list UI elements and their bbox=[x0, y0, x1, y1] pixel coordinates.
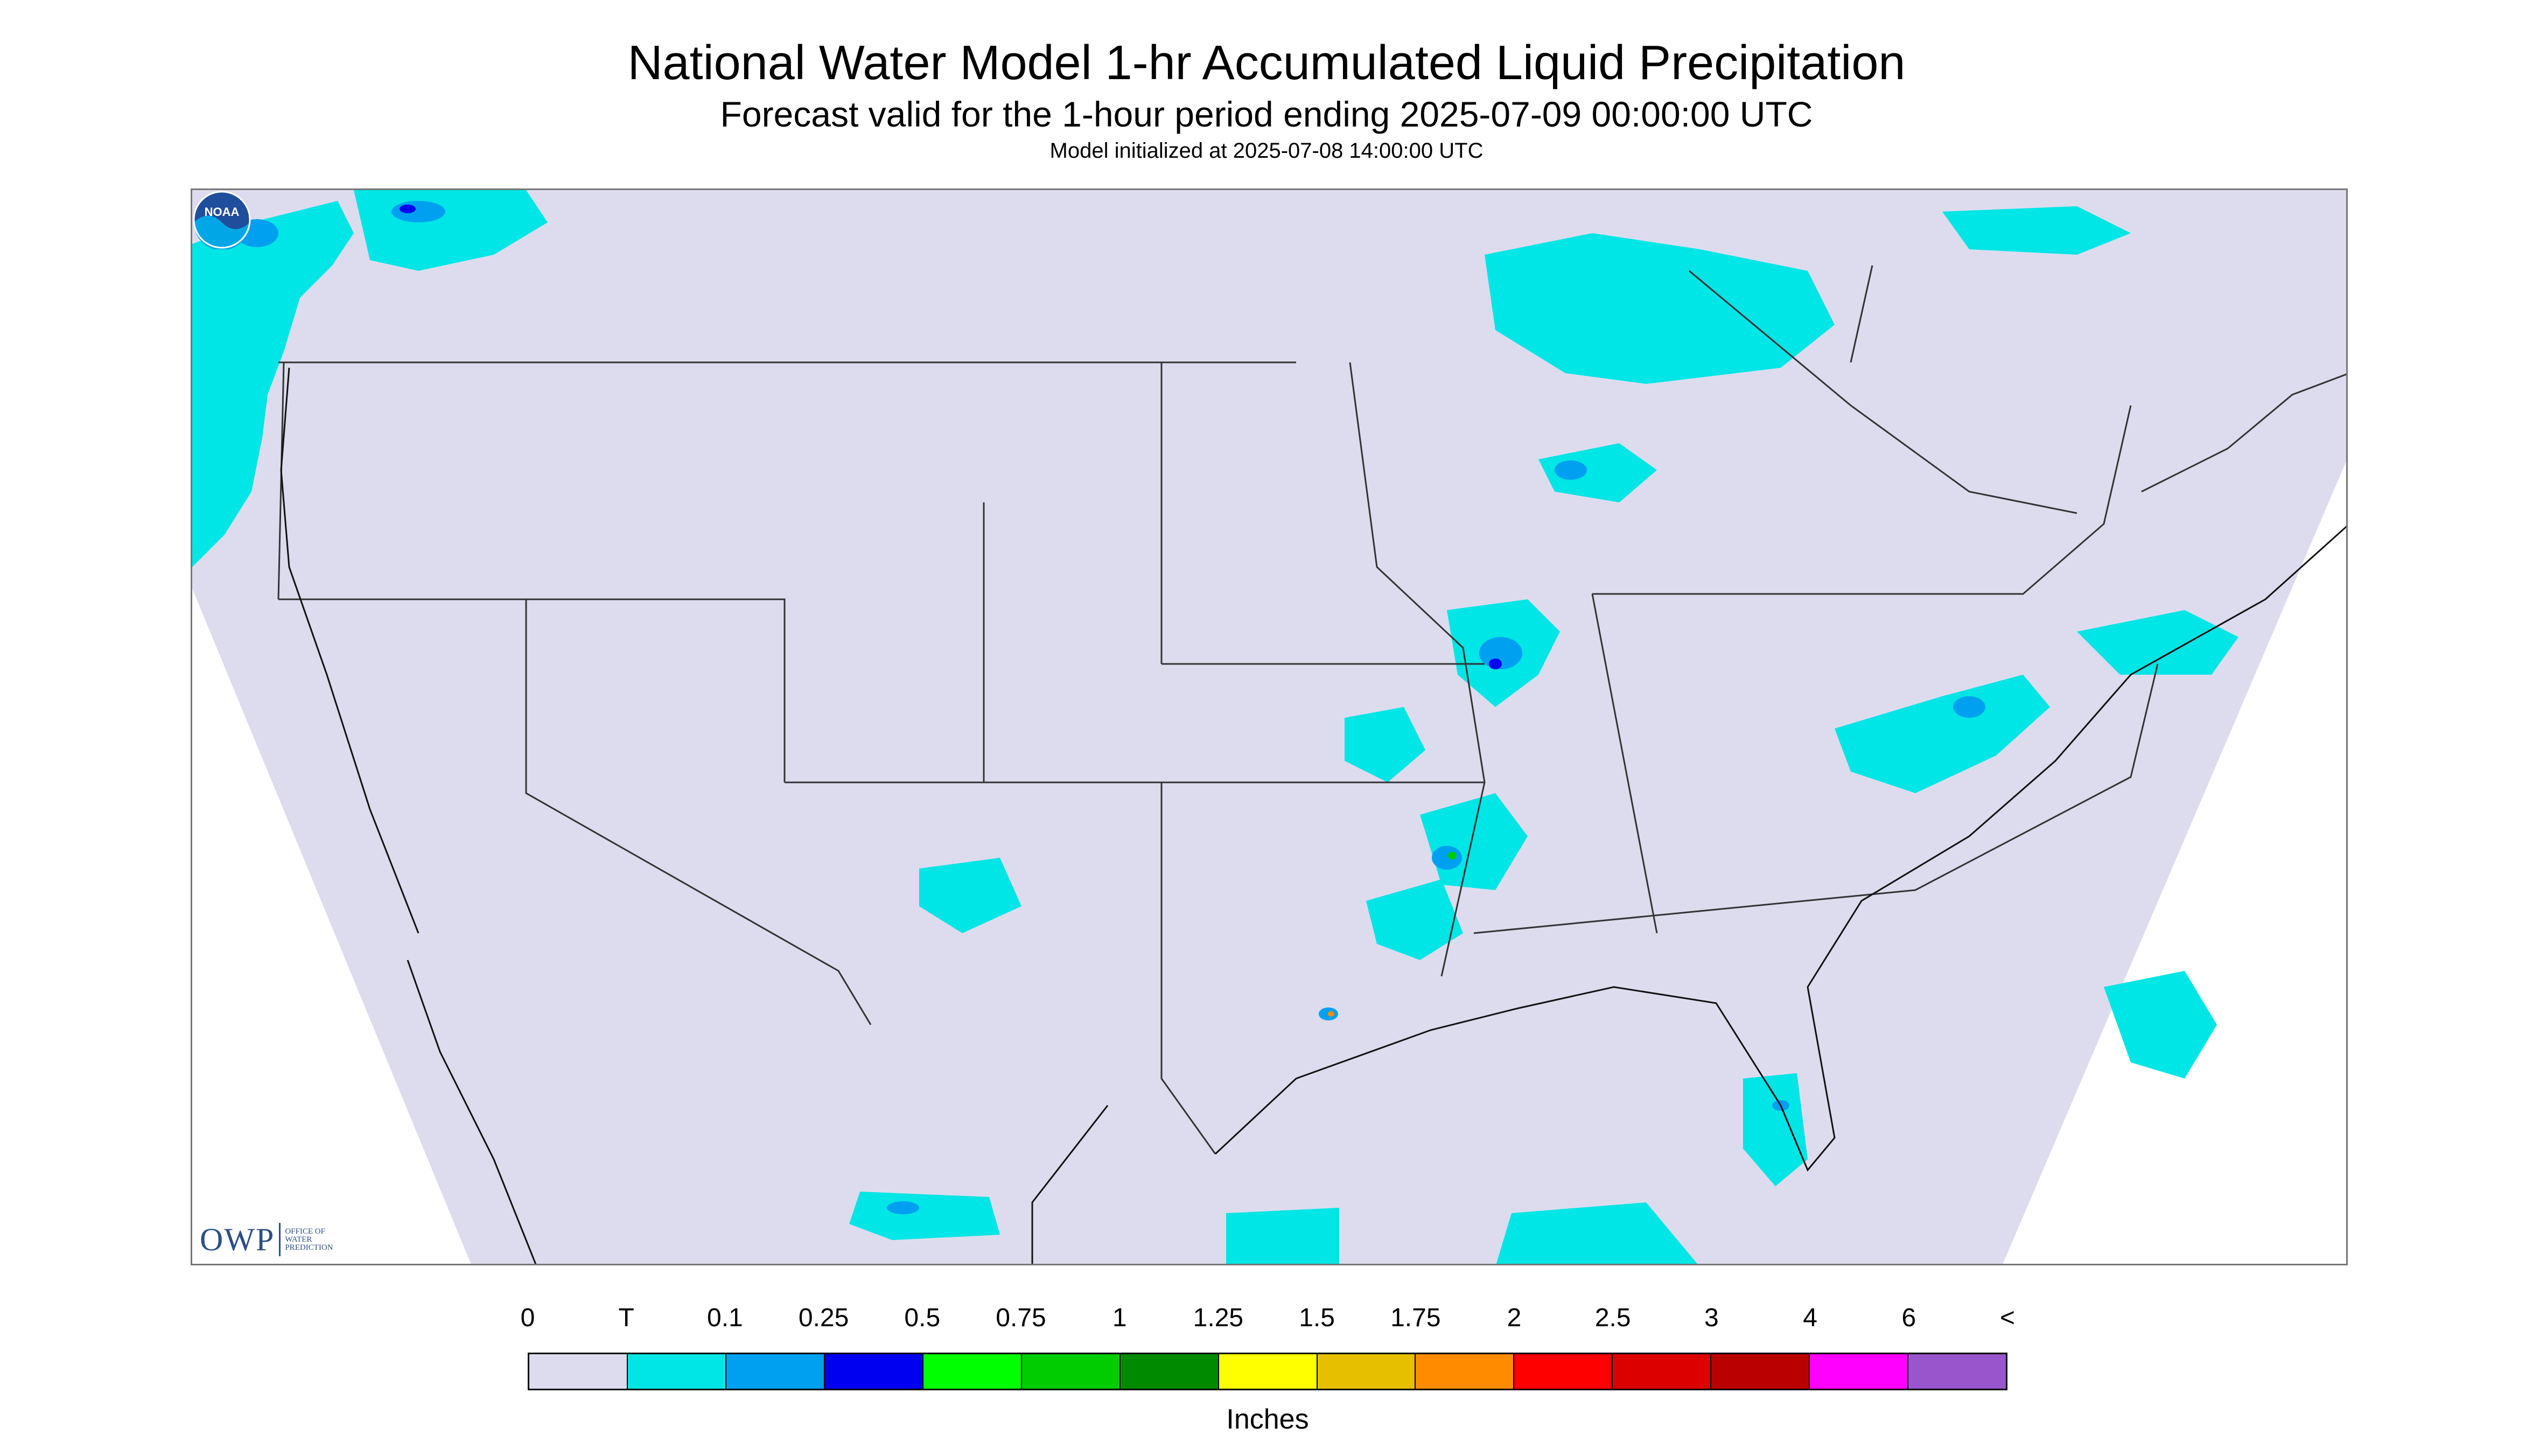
legend-swatch bbox=[1219, 1354, 1318, 1389]
legend-swatch bbox=[1711, 1354, 1810, 1389]
legend-swatch bbox=[923, 1354, 1022, 1389]
owp-logo-line: OFFICE OF bbox=[285, 1227, 325, 1236]
precip-trace-areas bbox=[192, 190, 2238, 1264]
legend-swatch bbox=[824, 1354, 923, 1389]
legend-tick-label: 1.25 bbox=[1193, 1304, 1244, 1332]
coastlines bbox=[280, 367, 2346, 1264]
owp-logo-divider bbox=[279, 1223, 281, 1256]
precip-heavier-cores bbox=[235, 201, 1985, 1214]
legend-color-bar bbox=[528, 1353, 2007, 1390]
legend-swatch bbox=[1416, 1354, 1515, 1389]
precipitation-map: OWP OFFICE OF WATER PREDICTION NOAA bbox=[191, 188, 2348, 1265]
map-title: National Water Model 1-hr Accumulated Li… bbox=[627, 36, 1906, 90]
legend-tick-label: 1.5 bbox=[1299, 1304, 1335, 1332]
legend-tick-label: 2.5 bbox=[1594, 1304, 1631, 1332]
legend-swatch bbox=[627, 1354, 726, 1389]
forecast-valid-subtitle: Forecast valid for the 1-hour period end… bbox=[720, 94, 1813, 134]
noaa-logo-text: NOAA bbox=[205, 205, 240, 219]
owp-logo-fullname: OFFICE OF WATER PREDICTION bbox=[285, 1227, 333, 1252]
owp-logo-text: OWP bbox=[200, 1221, 275, 1257]
state-country-boundaries bbox=[277, 265, 2346, 1154]
owp-logo-line: PREDICTION bbox=[285, 1243, 333, 1252]
legend-tick-label: 2 bbox=[1507, 1304, 1522, 1332]
owp-logo: OWP OFFICE OF WATER PREDICTION bbox=[200, 1221, 333, 1258]
legend-tick-label: 6 bbox=[1901, 1304, 1916, 1332]
legend-tick-label: < bbox=[1999, 1304, 2016, 1332]
legend-swatch bbox=[726, 1354, 825, 1389]
legend-swatch bbox=[1317, 1354, 1416, 1389]
legend-tick-label: 4 bbox=[1803, 1304, 1817, 1332]
legend-tick-label: 1 bbox=[1112, 1304, 1127, 1332]
legend-tick-label: 0 bbox=[520, 1304, 535, 1332]
outside-domain-right bbox=[2003, 461, 2346, 1264]
legend-swatch bbox=[1021, 1354, 1121, 1389]
legend-tick-label: 1.75 bbox=[1390, 1304, 1441, 1332]
legend-tick-label: 0.1 bbox=[707, 1304, 743, 1332]
legend-units-label: Inches bbox=[1226, 1404, 1309, 1435]
legend-tick-label: T bbox=[618, 1304, 634, 1332]
legend-tick-label: 3 bbox=[1704, 1304, 1719, 1332]
owp-logo-line: WATER bbox=[285, 1235, 312, 1244]
noaa-logo: NOAA bbox=[193, 191, 251, 249]
legend-swatch bbox=[1514, 1354, 1613, 1389]
model-init-text: Model initialized at 2025-07-08 14:00:00… bbox=[1049, 139, 1484, 163]
legend-tick-label: 0.25 bbox=[798, 1304, 849, 1332]
legend-swatch bbox=[1908, 1354, 2006, 1389]
legend-swatch bbox=[1613, 1354, 1712, 1389]
legend-swatch bbox=[1810, 1354, 1909, 1389]
legend-swatch bbox=[1120, 1354, 1219, 1389]
legend-tick-label: 0.75 bbox=[996, 1304, 1046, 1332]
map-canvas bbox=[192, 190, 2346, 1264]
legend-tick-label: 0.5 bbox=[904, 1304, 941, 1332]
legend-swatch bbox=[529, 1354, 628, 1389]
